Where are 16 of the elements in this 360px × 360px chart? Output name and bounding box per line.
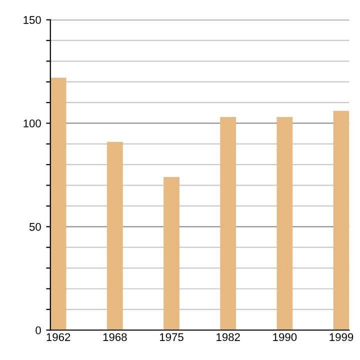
x-tick-label: 1982	[216, 333, 240, 342]
x-tick-label: 1975	[160, 333, 184, 342]
x-tick-label: 1968	[103, 333, 127, 342]
bar	[333, 110, 350, 330]
x-tick-label: 1990	[273, 333, 297, 342]
x-tick-label: 1962	[46, 333, 70, 342]
bar	[50, 78, 66, 330]
bar	[220, 117, 236, 330]
y-tick-label: 150	[24, 16, 41, 24]
x-tick-label: 1999	[330, 333, 354, 342]
bar	[106, 142, 123, 330]
y-tick-label: 0	[36, 326, 41, 334]
y-tick-label: 50	[29, 222, 41, 231]
bar	[164, 177, 180, 330]
y-tick-label: 100	[24, 120, 41, 128]
bar	[276, 117, 293, 330]
